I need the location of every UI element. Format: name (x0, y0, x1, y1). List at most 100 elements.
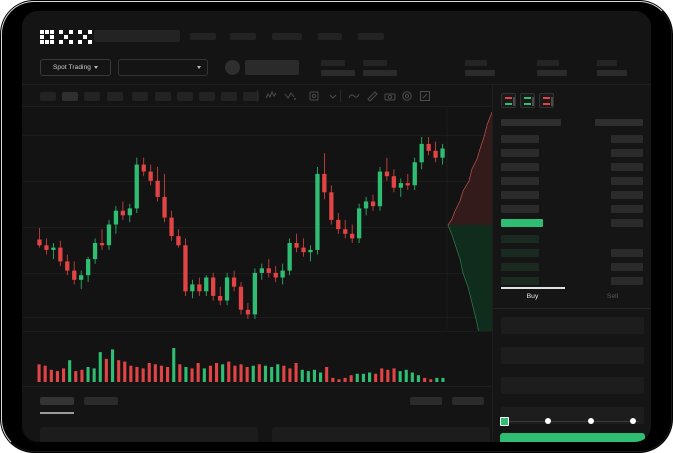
line-chart-icon[interactable] (348, 90, 360, 102)
bottom-card-1 (272, 427, 490, 442)
timeframe-chip-2[interactable] (84, 92, 100, 101)
okx-glyph (40, 30, 54, 44)
orderbook-ask-row-0[interactable] (501, 135, 539, 143)
nav-item-3[interactable] (318, 33, 342, 40)
candlestick-chart[interactable] (22, 107, 492, 331)
order-form-field-0[interactable] (501, 317, 644, 334)
orderbook-toggle-bar (524, 97, 531, 99)
timeframe-chip-6[interactable] (177, 92, 193, 101)
market-stat-value (597, 70, 627, 76)
search-input[interactable] (94, 30, 180, 42)
bottom-action-0[interactable] (410, 397, 442, 405)
orderbook-toggle-bar (543, 97, 550, 99)
timeframe-chip-7[interactable] (199, 92, 215, 101)
timeframe-chip-4[interactable] (132, 92, 148, 101)
primary-cta-button[interactable] (500, 433, 645, 442)
camera-icon[interactable] (384, 90, 396, 102)
orderbook-header-amount (595, 119, 643, 126)
depth-chart-overlay (446, 109, 492, 331)
order-form-field-1[interactable] (501, 347, 644, 364)
stepper-dot-2[interactable] (545, 418, 551, 424)
orderbook-view-toggles (501, 93, 554, 108)
nav-item-1[interactable] (230, 33, 256, 40)
order-tab-sell[interactable]: Sell (606, 293, 619, 300)
toolbar-divider (257, 90, 258, 102)
orderbook-bid-row-1[interactable] (501, 249, 539, 257)
chart-gridline-2 (22, 227, 492, 228)
orderbook-bid-row-2[interactable] (501, 263, 539, 271)
orderbook-ask-row-1[interactable] (501, 149, 539, 157)
orderbook-size-row-3 (611, 177, 643, 185)
okx-logo-cell (40, 40, 44, 44)
orderbook-spread-row[interactable] (501, 219, 543, 227)
nav-item-0[interactable] (190, 33, 216, 40)
orderbook-size-row-0 (611, 135, 643, 143)
okx-logo-cell (45, 40, 49, 44)
template-icon[interactable] (308, 90, 320, 102)
timeframe-chip-3[interactable] (107, 92, 123, 101)
orderbook-ask-row-4[interactable] (501, 191, 539, 199)
market-type-selector[interactable]: Spot Trading (40, 59, 111, 76)
timeframe-chip-5[interactable] (155, 92, 171, 101)
settings-icon[interactable] (401, 90, 413, 102)
orderbook-toggle-bar (505, 97, 512, 99)
orderbook-panel: Buy Sell (492, 85, 651, 442)
stepper-dot-4[interactable] (630, 418, 636, 424)
orderbook-size-row-9 (611, 277, 643, 285)
fullscreen-icon[interactable] (419, 90, 431, 102)
ruler-icon[interactable] (366, 90, 378, 102)
chart-gridline-1 (22, 181, 492, 182)
orderbook-bids-icon[interactable] (520, 93, 535, 108)
okx-logo-icon[interactable] (40, 30, 95, 44)
okx-logo-cell (64, 40, 68, 44)
orderbook-bid-row-3[interactable] (501, 277, 539, 285)
orderbook-size-row-6 (611, 219, 643, 227)
orderbook-size-row-8 (611, 263, 643, 271)
market-stat-label (537, 60, 559, 66)
order-form-field-2[interactable] (501, 377, 644, 394)
market-stat-label (321, 60, 345, 66)
stepper-dot-3[interactable] (588, 418, 594, 424)
onboarding-stepper[interactable] (500, 417, 645, 426)
orderbook-toggle-tick (513, 97, 515, 106)
orderbook-ask-row-5[interactable] (501, 205, 539, 213)
orderbook-ask-row-3[interactable] (501, 177, 539, 185)
market-stat-3 (537, 60, 567, 76)
volume-histogram[interactable] (22, 331, 492, 386)
order-tab-buy[interactable]: Buy (526, 293, 539, 300)
timeframe-chip-8[interactable] (221, 92, 237, 101)
market-stat-1 (363, 60, 397, 76)
market-stat-value (465, 70, 495, 76)
orderbook-size-row-1 (611, 149, 643, 157)
orderbook-size-row-4 (611, 191, 643, 199)
buy-sell-tabs: Buy Sell (493, 287, 651, 309)
nav-item-4[interactable] (358, 33, 384, 40)
active-tab-underline (40, 412, 74, 414)
candlestick-series (37, 137, 445, 319)
orderbook-bid-row-0[interactable] (501, 235, 539, 243)
bottom-action-1[interactable] (452, 397, 484, 405)
okx-logo-cell (78, 35, 82, 39)
order-form-field-3[interactable] (501, 407, 644, 424)
okx-logo-cell (83, 40, 87, 44)
orderbook-both-icon[interactable] (501, 93, 516, 108)
stepper-step-current[interactable] (500, 417, 509, 426)
pair-search-selector[interactable] (118, 59, 208, 76)
timeframe-chip-9[interactable] (243, 92, 259, 101)
okx-logo-cell (64, 35, 68, 39)
market-type-label: Spot Trading (52, 64, 92, 71)
compare-icon[interactable] (284, 90, 296, 102)
timeframe-chip-0[interactable] (40, 92, 56, 101)
nav-item-2[interactable] (272, 33, 302, 40)
bottom-tab-0[interactable] (40, 397, 74, 405)
indicator-icon[interactable] (265, 90, 277, 102)
orderbook-size-row-5 (611, 205, 643, 213)
bottom-tab-1[interactable] (84, 397, 118, 405)
chevron-down-icon[interactable] (327, 90, 339, 102)
app-screen: Spot Trading (22, 11, 651, 442)
orderbook-ask-row-2[interactable] (501, 163, 539, 171)
volume-bars (37, 348, 445, 382)
timeframe-chip-1[interactable] (62, 92, 78, 101)
orderbook-asks-icon[interactable] (539, 93, 554, 108)
